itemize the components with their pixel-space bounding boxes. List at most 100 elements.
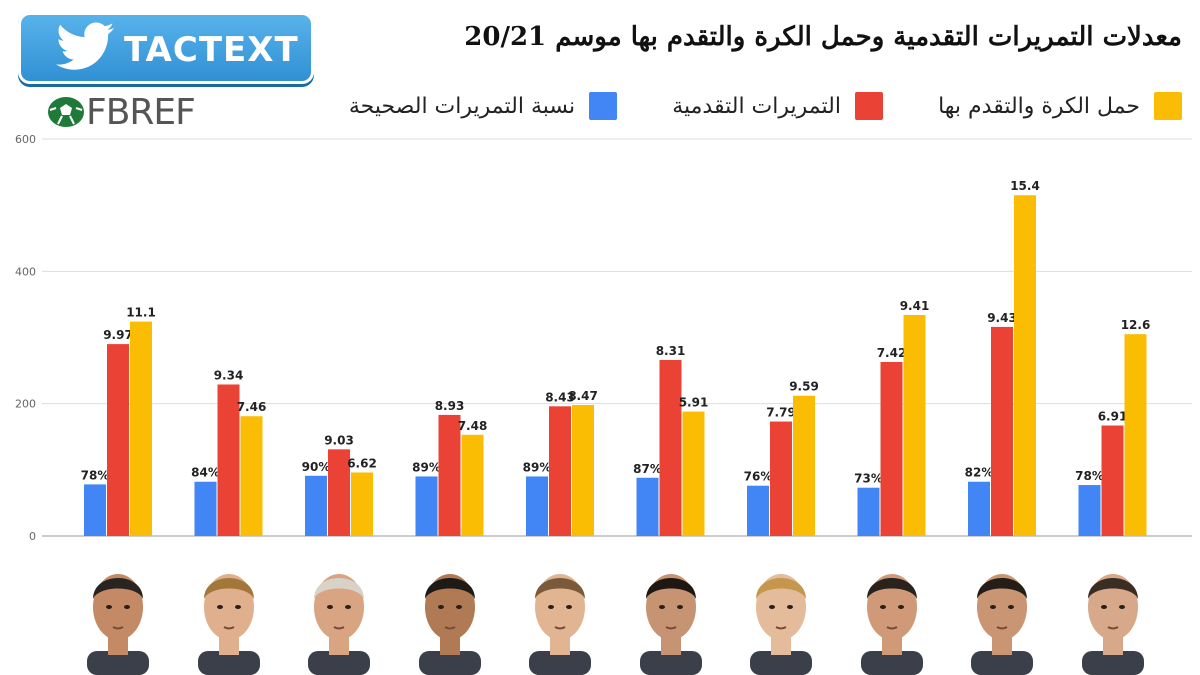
player-face-icon [971,574,1033,675]
legend-item-carries: حمل الكرة والتقدم بها [938,92,1182,120]
data-label: 89% [523,460,552,474]
twitter-bird-icon [56,22,114,70]
bar [636,477,659,536]
bar [770,421,792,536]
data-label: 8.93 [435,399,465,413]
bar [903,315,926,536]
data-label: 84% [191,466,220,480]
bar [415,476,438,536]
bar [968,481,990,536]
bar [857,487,880,536]
tactext-badge: TACTEXT [18,12,314,98]
y-tick-label: 0 [29,530,36,543]
legend-item-pass-accuracy: نسبة التمريرات الصحيحة [348,92,618,120]
legend-label-progressive-passes: التمريرات التقدمية [672,93,841,119]
data-label: 73% [854,472,883,486]
bar [240,416,263,536]
bar [991,326,1013,536]
player-photo [853,555,931,675]
data-label: 7.79 [766,406,796,420]
bar [351,472,373,536]
player-face-icon [87,574,149,675]
bar [572,404,594,536]
player-photo [632,555,710,675]
bar [793,395,815,536]
data-label: 8.31 [656,344,686,358]
legend-item-progressive-passes: التمريرات التقدمية [672,92,883,120]
data-label: 9.03 [324,433,354,447]
data-label: 76% [744,470,773,484]
y-tick-label: 600 [15,133,36,146]
data-label: 11.1 [126,306,156,320]
badge-text: TACTEXT [124,30,299,70]
bar [549,406,571,536]
bar [1124,334,1147,536]
player-face-icon [308,574,370,675]
legend-swatch-pass-accuracy [589,92,618,120]
player-photo [79,555,157,675]
fbref-text: FBREF [86,92,196,133]
bar [747,485,769,536]
data-label: 15.4 [1010,179,1040,193]
player-face-icon [1081,574,1144,675]
bar [461,434,484,536]
y-tick-label: 400 [15,265,36,278]
bar [107,344,129,536]
player-face-icon [197,574,260,675]
data-label: 9.97 [103,328,133,342]
data-label: 78% [1075,469,1104,483]
data-label: 9.41 [900,299,930,313]
data-label: 9.34 [214,368,244,382]
legend-label-pass-accuracy: نسبة التمريرات الصحيحة [348,93,576,119]
data-label: 8.47 [568,389,598,403]
player-photo [190,555,268,675]
chart-title: معدلات التمريرات التقدمية وحمل الكرة وال… [464,22,1182,52]
player-face-icon [750,574,812,675]
chart-legend: حمل الكرة والتقدم بها التمريرات التقدمية… [349,92,1182,122]
bar [217,384,240,536]
bar [1078,485,1101,536]
y-tick-label: 200 [15,398,36,411]
legend-swatch-carries [1154,92,1182,120]
data-label: 7.48 [458,419,488,433]
soccer-ball-icon [48,97,84,127]
data-label: 87% [633,462,662,476]
data-label: 9.59 [789,380,819,394]
data-label: 82% [965,466,994,480]
data-label: 7.42 [877,346,907,360]
data-label: 5.91 [679,396,709,410]
bar [84,484,106,536]
data-label: 90% [302,460,331,474]
bar [438,414,461,536]
data-label: 6.91 [1098,410,1128,424]
bar [194,481,217,536]
bar [526,476,548,536]
bar [880,361,903,536]
player-photo [1074,555,1152,675]
bar [1101,425,1124,536]
data-label: 89% [412,460,441,474]
data-label: 6.62 [347,456,377,470]
player-face-icon [529,574,591,675]
player-photo [742,555,820,675]
data-label: 9.43 [987,311,1017,325]
player-photo [963,555,1041,675]
bar [1014,195,1036,536]
bar-chart: 0 200 400 600 78% 9.97 11.1 84% 9.34 7.46 90% 9.03 6… [15,133,1192,543]
player-photo [521,555,599,675]
data-label: 12.6 [1121,318,1151,332]
data-label: 7.46 [237,400,267,414]
bar [130,321,152,536]
bar [659,359,682,536]
player-photo [300,555,378,675]
player-face-icon [418,574,481,675]
player-face-icon [639,574,702,675]
bar [305,475,327,536]
player-face-icon [860,574,923,675]
bar [328,449,350,536]
player-photo [411,555,489,675]
data-label: 78% [81,468,110,482]
fbref-logo: FBREF [46,92,226,134]
legend-label-carries: حمل الكرة والتقدم بها [938,93,1140,119]
legend-swatch-progressive-passes [854,92,883,120]
